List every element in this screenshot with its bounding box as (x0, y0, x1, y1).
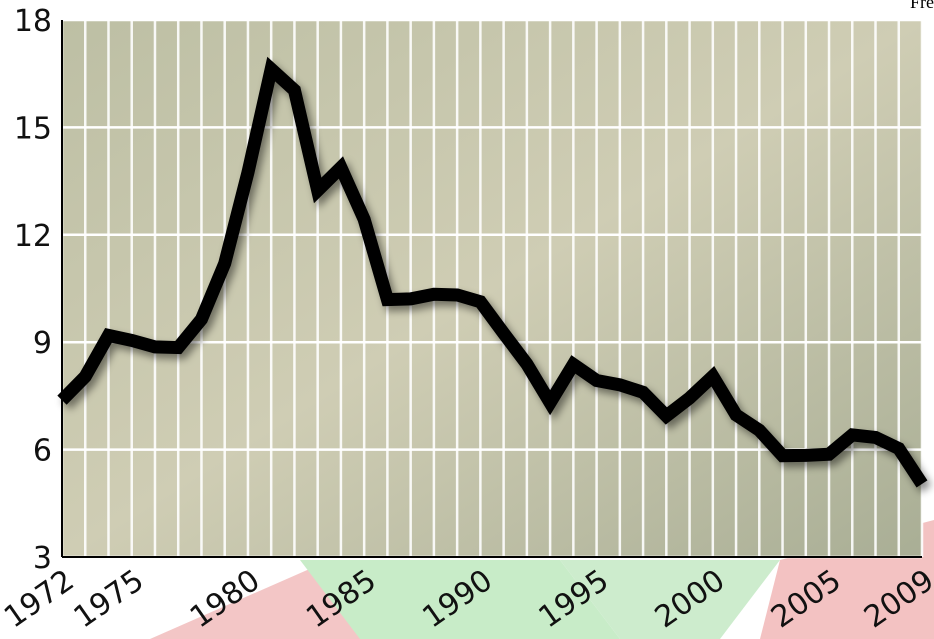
decor (560, 560, 780, 639)
y-tick-label: 3 (33, 541, 52, 576)
y-tick-label: 12 (14, 219, 52, 254)
y-tick-label: 15 (14, 111, 52, 146)
corner-text: Fre (910, 0, 934, 12)
y-tick-label: 9 (33, 326, 52, 361)
y-tick-label: 18 (14, 4, 52, 39)
x-tick-label: 1975 (68, 563, 151, 635)
line-series (57, 56, 928, 488)
plot-background (62, 20, 922, 557)
y-tick-label: 6 (33, 434, 52, 469)
decor (300, 560, 620, 639)
